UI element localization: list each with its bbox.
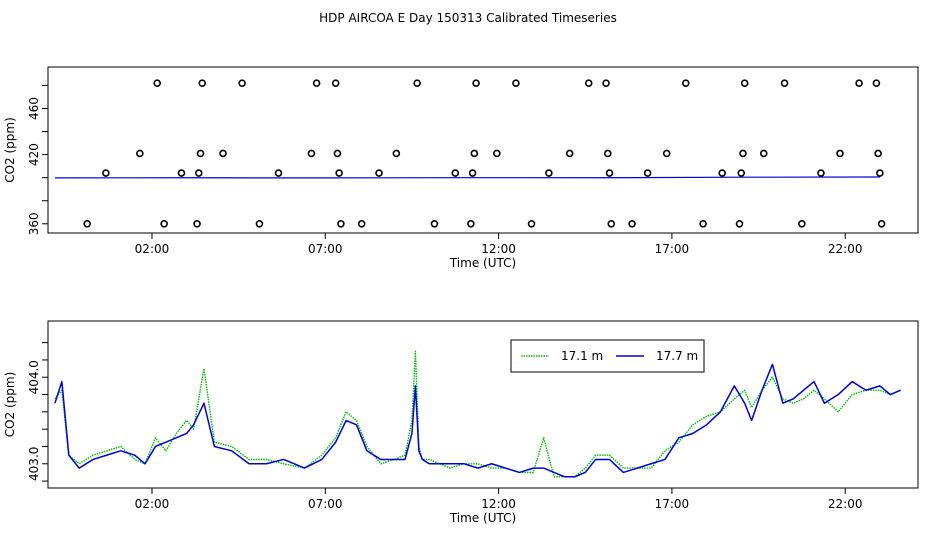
- calibration-marker: [607, 219, 616, 228]
- calibration-marker: [331, 79, 340, 87]
- calibration-marker: [375, 169, 383, 177]
- bottom-panel: 02:00 07:00 12:00 17:00 22:00 403.0 404.0 Time …: [3, 320, 919, 525]
- calibration-marker: [718, 169, 726, 177]
- calibration-marker: [874, 149, 882, 158]
- y-tick-label: 404.0: [27, 360, 41, 394]
- calibration-marker: [357, 219, 366, 228]
- y-tick-label: 403.0: [27, 447, 41, 481]
- series-line: [54, 176, 880, 179]
- calibration-marker: [740, 79, 749, 87]
- calibration-marker: [699, 219, 707, 228]
- calibration-marker: [335, 169, 343, 177]
- y-tick-label: 360: [27, 212, 41, 235]
- x-tick-label: 07:00: [308, 497, 343, 511]
- x-tick-label: 17:00: [655, 497, 690, 511]
- calibration-marker: [177, 169, 186, 177]
- x-tick-label: 22:00: [828, 242, 863, 256]
- calibration-marker: [681, 79, 690, 87]
- y-tick-label: 460: [27, 97, 41, 120]
- calibration-marker: [467, 219, 475, 228]
- calibration-marker: [759, 149, 768, 158]
- calibration-marker: [274, 169, 283, 177]
- legend-box: [510, 339, 705, 373]
- x-tick-label: 22:00: [828, 497, 863, 511]
- calibration-marker: [876, 169, 884, 177]
- y-axis-label: CO2 (ppm): [3, 372, 17, 438]
- calibration-marker: [193, 219, 201, 228]
- calibration-marker: [333, 149, 342, 158]
- calibration-marker: [307, 149, 316, 158]
- calibration-marker: [102, 169, 110, 177]
- calibration-marker: [160, 219, 168, 228]
- calibration-marker: [643, 169, 652, 177]
- calibration-marker: [430, 219, 439, 228]
- calibration-marker: [470, 149, 479, 158]
- x-axis-label: Time (UTC): [449, 511, 516, 525]
- calibration-marker: [798, 219, 806, 228]
- calibration-marker: [855, 79, 863, 87]
- calibration-marker: [877, 219, 886, 228]
- calibration-marker: [605, 169, 614, 177]
- calibration-marker: [565, 149, 574, 158]
- calibration-marker: [83, 219, 91, 228]
- top-panel: 02:00 07:00 12:00 17:00 22:00 360 420 460 Time (…: [3, 66, 919, 270]
- x-tick-label: 17:00: [655, 242, 690, 256]
- x-tick-label: 02:00: [135, 242, 170, 256]
- calibration-marker: [512, 79, 520, 87]
- calibration-marker: [153, 79, 161, 87]
- x-tick-label: 12:00: [481, 242, 516, 256]
- x-tick-label: 02:00: [135, 497, 170, 511]
- calibration-marker: [468, 169, 477, 177]
- calibration-marker: [545, 169, 553, 177]
- calibration-marker: [198, 79, 207, 87]
- x-axis-label: Time (UTC): [449, 256, 516, 270]
- legend-label: 17.7 m: [656, 349, 698, 363]
- calibration-marker: [739, 149, 747, 158]
- calibration-marker: [662, 149, 671, 158]
- calibration-marker: [238, 79, 246, 87]
- calibration-marker: [194, 169, 203, 177]
- calibration-marker: [255, 219, 264, 228]
- calibration-marker: [493, 149, 501, 158]
- x-tick-label: 12:00: [481, 497, 516, 511]
- plot-frame: [47, 320, 919, 489]
- calibration-marker: [136, 149, 144, 158]
- calibration-marker: [337, 219, 345, 228]
- calibration-marker: [392, 149, 401, 158]
- calibration-marker: [219, 149, 227, 158]
- calibration-marker: [472, 79, 480, 87]
- y-axis-label: CO2 (ppm): [3, 117, 17, 183]
- calibration-marker: [735, 219, 744, 228]
- series-line: [54, 363, 901, 478]
- calibration-marker: [527, 219, 536, 228]
- calibration-marker: [584, 79, 593, 87]
- calibration-marker: [872, 79, 881, 87]
- calibration-marker: [603, 149, 612, 158]
- calibration-marker: [312, 79, 321, 87]
- calibration-marker: [451, 169, 460, 177]
- calibration-marker: [780, 79, 789, 87]
- y-tick-label: 420: [27, 143, 41, 166]
- calibration-marker: [196, 149, 205, 158]
- calibration-marker: [413, 79, 421, 87]
- legend-label: 17.1 m: [561, 349, 603, 363]
- calibration-marker: [602, 79, 610, 87]
- calibration-marker: [817, 169, 825, 177]
- figure-title: HDP AIRCOA E Day 150313 Calibrated Times…: [319, 11, 617, 25]
- x-tick-label: 07:00: [308, 242, 343, 256]
- calibration-marker: [737, 169, 746, 177]
- plot-frame: [47, 66, 919, 234]
- calibration-marker: [628, 219, 636, 228]
- calibration-marker: [836, 149, 844, 158]
